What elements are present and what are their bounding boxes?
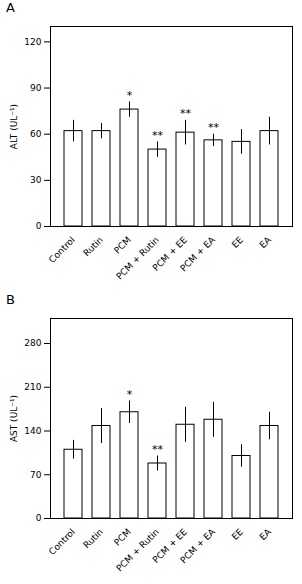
svg-text:PCM: PCM <box>112 235 133 256</box>
svg-text:**: ** <box>208 121 220 134</box>
svg-text:280: 280 <box>24 338 41 348</box>
svg-text:Control: Control <box>47 235 77 265</box>
svg-text:PCM + Rutin: PCM + Rutin <box>114 235 161 282</box>
svg-text:Control: Control <box>47 527 77 557</box>
svg-text:0: 0 <box>36 513 42 523</box>
svg-text:120: 120 <box>24 37 41 47</box>
svg-text:Rutin: Rutin <box>81 235 105 259</box>
svg-text:210: 210 <box>24 382 41 392</box>
svg-text:**: ** <box>180 107 192 120</box>
svg-text:EA: EA <box>258 234 274 250</box>
svg-text:PCM + EE: PCM + EE <box>150 234 189 273</box>
svg-text:0: 0 <box>36 221 42 231</box>
svg-text:140: 140 <box>24 426 41 436</box>
svg-text:*: * <box>127 89 133 102</box>
svg-text:Rutin: Rutin <box>81 527 105 551</box>
svg-text:30: 30 <box>30 175 42 185</box>
svg-text:PCM + EE: PCM + EE <box>150 526 189 565</box>
svg-text:EA: EA <box>258 526 274 542</box>
svg-text:EE: EE <box>230 526 245 541</box>
svg-text:PCM + Rutin: PCM + Rutin <box>114 527 161 574</box>
svg-text:**: ** <box>152 443 164 456</box>
svg-text:PCM: PCM <box>112 527 133 548</box>
svg-text:**: ** <box>152 129 164 142</box>
html-text:B: B <box>6 292 15 307</box>
svg-text:PCM + EA: PCM + EA <box>178 234 217 273</box>
svg-text:90: 90 <box>30 83 42 93</box>
svg-text:60: 60 <box>30 129 42 139</box>
html-text:A: A <box>6 0 15 15</box>
svg-text:ALT (UL⁻¹): ALT (UL⁻¹) <box>9 104 19 149</box>
svg-text:EE: EE <box>230 234 245 249</box>
svg-text:AST (UL⁻¹): AST (UL⁻¹) <box>9 395 19 442</box>
svg-text:70: 70 <box>30 470 42 480</box>
svg-text:*: * <box>127 388 133 401</box>
svg-text:PCM + EA: PCM + EA <box>178 526 217 565</box>
